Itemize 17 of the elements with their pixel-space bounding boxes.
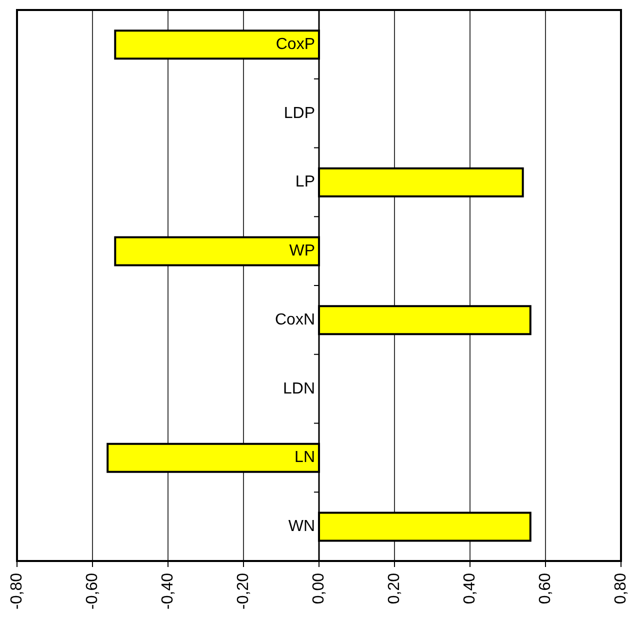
y-tick-label: CoxN bbox=[274, 311, 315, 328]
y-tick-label: WP bbox=[289, 242, 315, 260]
y-tick-label: LDN bbox=[282, 380, 315, 398]
y-tick-label: LDP bbox=[284, 104, 315, 122]
x-tick-label: -0,20 bbox=[235, 572, 252, 610]
x-tick-label: 0,00 bbox=[310, 572, 328, 604]
x-tick-label: -0,80 bbox=[8, 572, 26, 610]
x-tick-label: 0,40 bbox=[462, 572, 478, 604]
x-tick-label: 0,20 bbox=[386, 572, 403, 604]
x-tick-label: -0,60 bbox=[84, 572, 101, 610]
x-tick-label: 0,60 bbox=[537, 572, 554, 604]
y-tick-label: LN bbox=[294, 449, 315, 466]
y-tick-label: LP bbox=[295, 174, 315, 191]
y-tick-label: WN bbox=[288, 518, 315, 536]
y-tick-label: CoxP bbox=[276, 36, 315, 53]
x-tick-label: 0,80 bbox=[612, 572, 630, 604]
x-tick-label: -0,40 bbox=[160, 572, 176, 610]
